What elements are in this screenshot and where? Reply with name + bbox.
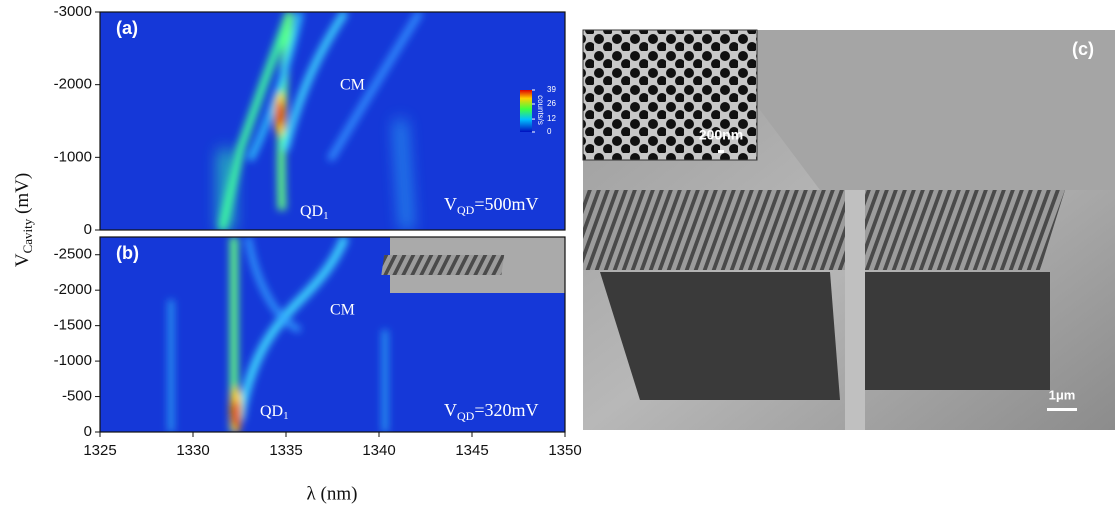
colorbar-tick-label: 12 bbox=[547, 114, 556, 123]
colorbar-tick-label: 0 bbox=[547, 127, 552, 136]
sem-image bbox=[583, 30, 1115, 430]
x-tick-label: 1350 bbox=[548, 442, 581, 459]
y-tick-label: -2500 bbox=[54, 246, 92, 263]
cm-label: CM bbox=[340, 77, 365, 94]
y-tick-label: 0 bbox=[84, 423, 92, 440]
y-tick-label: -1000 bbox=[54, 148, 92, 165]
x-tick-label: 1325 bbox=[83, 442, 116, 459]
y-tick-label: -3000 bbox=[54, 3, 92, 20]
x-tick-label: 1330 bbox=[176, 442, 209, 459]
panel-label: (a) bbox=[116, 18, 138, 38]
cm-label: CM bbox=[330, 302, 355, 319]
inset-scale-bar bbox=[718, 150, 724, 153]
x-tick-label: 1345 bbox=[455, 442, 488, 459]
scale-bar bbox=[1047, 408, 1077, 411]
inset-scale-label: 200nm bbox=[699, 127, 743, 143]
scale-label: 1μm bbox=[1049, 387, 1076, 402]
x-axis-label: λ (nm) bbox=[307, 483, 358, 504]
colorbar-label: counts/s bbox=[536, 95, 545, 125]
panel-label: (b) bbox=[116, 243, 139, 263]
y-axis-label: VCavity (mV) bbox=[12, 173, 35, 267]
y-tick-label: -1000 bbox=[54, 352, 92, 369]
y-tick-label: -2000 bbox=[54, 281, 92, 298]
x-tick-label: 1340 bbox=[362, 442, 395, 459]
y-tick-label: -500 bbox=[62, 388, 92, 405]
panel-label: (c) bbox=[1072, 39, 1094, 59]
colorbar-tick-label: 26 bbox=[547, 99, 556, 108]
y-tick-label: 0 bbox=[84, 221, 92, 238]
y-tick-label: -2000 bbox=[54, 76, 92, 93]
figure: (a) (b) (c) 1μm 200nm CM CM QD1 QD1 VQD=… bbox=[0, 0, 1115, 508]
colorbar-tick-label: 39 bbox=[547, 85, 556, 94]
colorbar bbox=[520, 90, 532, 132]
y-tick-label: -1500 bbox=[54, 317, 92, 334]
x-tick-label: 1335 bbox=[269, 442, 302, 459]
